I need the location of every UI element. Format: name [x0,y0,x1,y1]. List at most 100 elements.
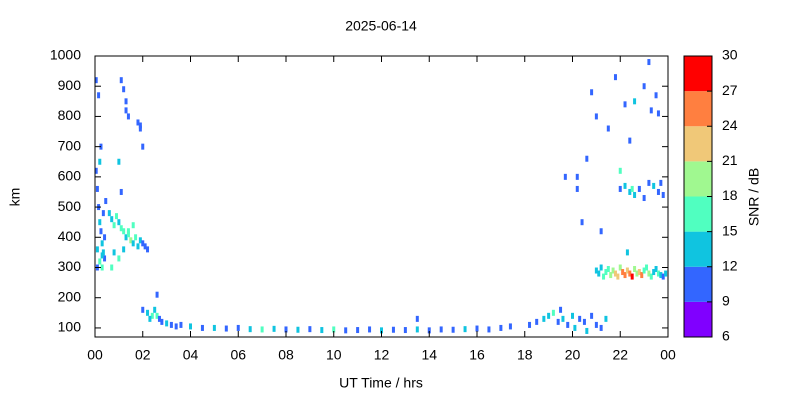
echo-point [475,325,479,332]
echo-point [150,312,154,319]
echo-point [575,173,579,180]
echo-point [613,74,617,81]
echo-point [114,213,118,220]
echo-point [104,198,108,205]
echo-point [122,86,126,93]
echo-point [611,267,615,274]
echo-point [654,92,658,99]
echo-point [122,246,126,253]
echo-point [590,312,594,319]
echo-point [344,327,348,334]
echo-point [141,143,145,150]
echo-point [99,228,103,235]
echo-point [647,179,651,186]
x-tick-label: 00 [660,347,676,363]
echo-point [248,326,252,333]
echo-point [272,325,276,332]
echo-point [535,318,539,325]
echo-point [427,327,431,334]
echo-point [633,266,637,273]
echo-point [664,270,668,277]
x-tick-label: 20 [565,347,581,363]
echo-point [124,107,128,114]
echo-point [542,315,546,322]
echo-point [508,323,512,330]
echo-point [155,312,159,319]
echo-point [566,321,570,328]
echo-point [528,321,532,328]
colorbar-tick-label: 18 [722,187,738,203]
echo-point [155,291,159,298]
echo-point [98,258,102,265]
echo-point [487,326,491,333]
echo-point [356,327,360,334]
echo-point [101,249,105,256]
echo-point [613,270,617,277]
echo-point [578,315,582,322]
echo-point [594,321,598,328]
echo-point [141,306,145,313]
echo-point [122,228,126,235]
x-axis-label: UT Time / hrs [339,375,423,391]
echo-point [604,269,608,276]
echo-point [110,264,114,271]
echo-point [623,182,627,189]
echo-point [599,228,603,235]
echo-point [594,267,598,274]
echo-point [103,234,107,241]
x-tick-label: 06 [230,347,246,363]
colorbar-tick-label: 24 [722,117,738,133]
echo-point [296,326,300,333]
x-tick-label: 02 [135,347,151,363]
plot-marks [94,59,668,334]
echo-point [628,188,632,195]
colorbar-band [684,91,712,127]
echo-point [403,327,407,334]
echo-point [649,107,653,114]
echo-point [606,266,610,273]
colorbar-tick-label: 30 [722,47,738,63]
echo-point [117,158,121,165]
echo-point [625,267,629,274]
x-tick-label: 10 [326,347,342,363]
echo-point [602,273,606,280]
echo-point [585,327,589,334]
colorbar-tick-label: 27 [722,82,738,98]
echo-point [107,210,111,217]
y-tick-label: 500 [58,198,82,214]
echo-point [599,264,603,271]
echo-point [625,249,629,256]
echo-point [165,320,169,327]
x-tick-label: 08 [278,347,294,363]
echo-point [146,246,150,253]
echo-point [103,255,107,262]
echo-point [582,318,586,325]
echo-point [618,167,622,174]
echo-point [575,185,579,192]
colorbar-label: SNR / dB [746,168,762,226]
echo-point [563,173,567,180]
echo-point [561,315,565,322]
echo-point [635,270,639,277]
colorbar-band [684,266,712,302]
echo-point [616,273,620,280]
echo-point [640,272,644,279]
echo-point [94,77,98,84]
echo-point [200,324,204,331]
echo-point [117,255,121,262]
echo-point [439,326,443,333]
colorbar-tick-label: 21 [722,152,738,168]
echo-point [143,243,147,250]
x-tick-label: 16 [469,347,485,363]
echo-point [98,219,102,226]
echo-point [630,185,634,192]
echo-point [621,269,625,276]
echo-point [169,321,173,328]
echo-point [138,237,142,244]
echo-point [124,234,128,241]
echo-point [630,273,634,280]
echo-point [126,231,130,238]
chart-title: 2025-06-14 [345,18,417,34]
echo-point [160,318,164,325]
